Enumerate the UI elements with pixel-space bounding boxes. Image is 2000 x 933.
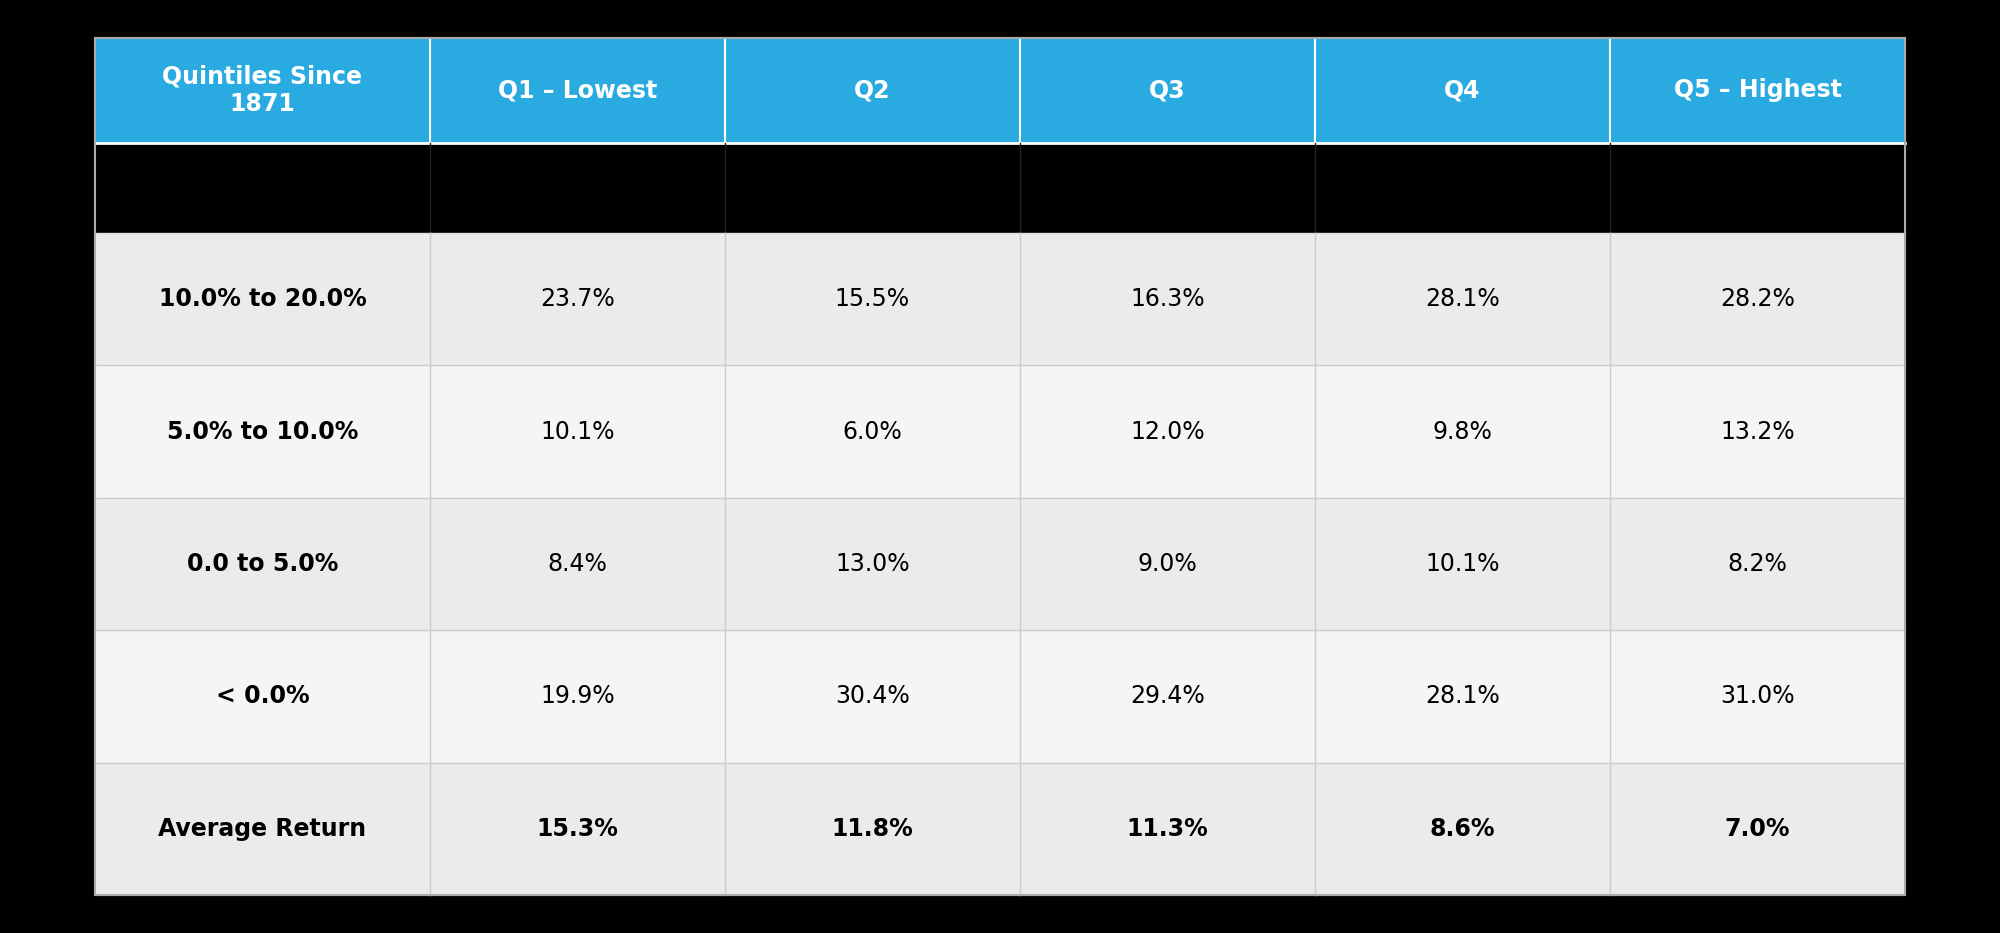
Text: Q3: Q3 bbox=[1150, 78, 1186, 103]
Text: 9.8%: 9.8% bbox=[1432, 420, 1492, 443]
Bar bbox=[1020, 233, 1314, 366]
Bar bbox=[724, 233, 1020, 366]
Text: < 0.0%: < 0.0% bbox=[216, 685, 310, 708]
Bar bbox=[96, 762, 430, 895]
Text: 0.0 to 5.0%: 0.0 to 5.0% bbox=[186, 552, 338, 576]
Bar bbox=[1314, 762, 1610, 895]
Text: 11.3%: 11.3% bbox=[1126, 816, 1208, 841]
Text: 10.1%: 10.1% bbox=[1426, 552, 1500, 576]
Text: 10.1%: 10.1% bbox=[540, 420, 614, 443]
Text: 23.7%: 23.7% bbox=[540, 287, 614, 312]
Bar bbox=[96, 498, 430, 630]
Bar bbox=[430, 498, 724, 630]
Bar bbox=[1610, 498, 1904, 630]
Bar bbox=[1610, 366, 1904, 498]
Text: 15.3%: 15.3% bbox=[536, 816, 618, 841]
Text: 8.6%: 8.6% bbox=[1430, 816, 1496, 841]
Bar bbox=[1610, 233, 1904, 366]
Text: 10.0% to 20.0%: 10.0% to 20.0% bbox=[158, 287, 366, 312]
Text: 31.0%: 31.0% bbox=[1720, 685, 1794, 708]
Bar bbox=[1314, 366, 1610, 498]
Bar bbox=[96, 233, 430, 366]
Bar bbox=[1020, 366, 1314, 498]
Text: Q2: Q2 bbox=[854, 78, 890, 103]
Bar bbox=[430, 143, 724, 233]
Bar bbox=[430, 630, 724, 762]
Bar bbox=[1314, 233, 1610, 366]
Bar bbox=[724, 762, 1020, 895]
Text: Average Return: Average Return bbox=[158, 816, 366, 841]
Bar bbox=[1610, 762, 1904, 895]
Text: 28.1%: 28.1% bbox=[1426, 287, 1500, 312]
Text: 8.2%: 8.2% bbox=[1728, 552, 1788, 576]
Text: 11.8%: 11.8% bbox=[832, 816, 914, 841]
Bar bbox=[724, 38, 1020, 143]
Text: Q5 – Highest: Q5 – Highest bbox=[1674, 78, 1842, 103]
Text: 6.0%: 6.0% bbox=[842, 420, 902, 443]
Text: 28.1%: 28.1% bbox=[1426, 685, 1500, 708]
Bar bbox=[430, 38, 724, 143]
Text: 30.4%: 30.4% bbox=[836, 685, 910, 708]
Bar bbox=[724, 630, 1020, 762]
Text: Q1 – Lowest: Q1 – Lowest bbox=[498, 78, 656, 103]
Bar bbox=[1314, 143, 1610, 233]
Bar bbox=[1314, 38, 1610, 143]
Text: 13.2%: 13.2% bbox=[1720, 420, 1794, 443]
Bar bbox=[1020, 762, 1314, 895]
Bar bbox=[1314, 498, 1610, 630]
Bar bbox=[1020, 38, 1314, 143]
Bar bbox=[724, 366, 1020, 498]
Bar bbox=[96, 366, 430, 498]
Bar bbox=[1610, 38, 1904, 143]
Bar bbox=[1020, 143, 1314, 233]
Bar bbox=[1610, 143, 1904, 233]
Bar bbox=[1314, 630, 1610, 762]
Bar bbox=[1020, 630, 1314, 762]
Bar bbox=[430, 762, 724, 895]
Text: Q4: Q4 bbox=[1444, 78, 1480, 103]
Text: 19.9%: 19.9% bbox=[540, 685, 614, 708]
Text: 13.0%: 13.0% bbox=[836, 552, 910, 576]
Text: Quintiles Since
1871: Quintiles Since 1871 bbox=[162, 64, 362, 117]
Bar bbox=[96, 38, 430, 143]
Bar bbox=[1610, 630, 1904, 762]
Bar bbox=[724, 143, 1020, 233]
Text: 8.4%: 8.4% bbox=[548, 552, 608, 576]
Text: 12.0%: 12.0% bbox=[1130, 420, 1204, 443]
Text: 7.0%: 7.0% bbox=[1724, 816, 1790, 841]
Text: 16.3%: 16.3% bbox=[1130, 287, 1204, 312]
Bar bbox=[430, 233, 724, 366]
Bar bbox=[1020, 498, 1314, 630]
Bar bbox=[96, 630, 430, 762]
Text: 29.4%: 29.4% bbox=[1130, 685, 1204, 708]
Text: 9.0%: 9.0% bbox=[1138, 552, 1198, 576]
Bar bbox=[430, 366, 724, 498]
Text: 15.5%: 15.5% bbox=[834, 287, 910, 312]
Bar bbox=[96, 143, 430, 233]
Text: 5.0% to 10.0%: 5.0% to 10.0% bbox=[166, 420, 358, 443]
Bar bbox=[724, 498, 1020, 630]
Text: 28.2%: 28.2% bbox=[1720, 287, 1794, 312]
